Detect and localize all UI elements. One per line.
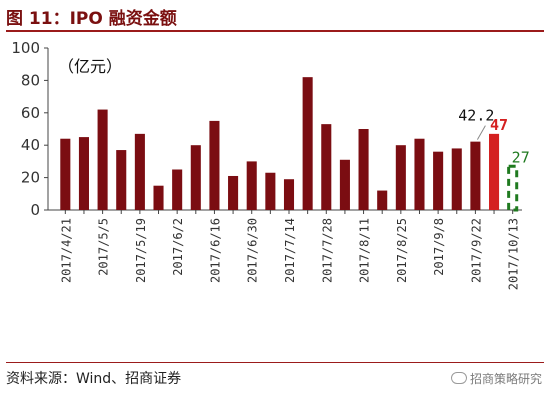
watermark: 招商策略研究: [450, 370, 542, 387]
x-tick-label: 2017/8/25: [395, 218, 409, 283]
y-tick-label: 60: [21, 104, 40, 122]
x-tick-label: 2017/6/2: [171, 218, 185, 276]
x-tick-label: 2017/7/28: [320, 218, 334, 283]
footer-divider: [6, 362, 544, 363]
x-tick-label: 2017/10/13: [507, 218, 521, 290]
bar: [302, 77, 313, 210]
y-tick-label: 40: [21, 136, 40, 154]
annotation-leader-line: [476, 125, 486, 140]
x-tick-label: 2017/6/16: [208, 218, 222, 283]
watermark-text: 招商策略研究: [469, 372, 542, 386]
y-tick-label: 80: [21, 71, 40, 89]
y-tick-label: 100: [11, 39, 40, 57]
source-note: 资料来源：Wind、招商证券: [6, 371, 182, 387]
bar: [433, 151, 444, 210]
x-tick-label: 2017/9/8: [432, 218, 446, 276]
x-tick-label: 2017/8/11: [358, 218, 372, 283]
bar: [246, 161, 257, 210]
bar: [60, 138, 71, 210]
x-tick-label: 2017/6/30: [246, 218, 260, 283]
bar: [377, 190, 388, 210]
y-tick-label: 0: [30, 201, 40, 219]
bar: [172, 169, 183, 210]
wechat-icon: [450, 372, 467, 384]
bar: [190, 145, 201, 210]
bar: [451, 148, 462, 210]
bar: [97, 109, 108, 210]
bar: [134, 133, 145, 210]
bar: [209, 120, 220, 210]
bar: [395, 145, 406, 210]
bar: [470, 141, 481, 210]
x-tick-label: 2017/5/19: [134, 218, 148, 283]
bar: [265, 172, 276, 210]
title-divider: [6, 30, 544, 32]
bar-pending: [507, 164, 519, 212]
bar: [153, 185, 164, 210]
x-tick-label: 2017/9/22: [469, 218, 483, 283]
x-tick-label: 2017/5/5: [97, 218, 111, 276]
x-tick-label: 2017/7/14: [283, 218, 297, 283]
bar: [116, 150, 127, 210]
bar: [78, 137, 89, 210]
y-unit-label: （亿元）: [58, 57, 122, 76]
pending-value-label: 27: [512, 148, 530, 166]
x-tick-label: 2017/4/21: [59, 218, 73, 283]
y-tick-label: 20: [21, 169, 40, 187]
bar: [283, 179, 295, 210]
highlight-value-label: 47: [490, 116, 508, 134]
bar: [358, 129, 369, 210]
bar: [414, 138, 425, 210]
bar: [339, 159, 350, 210]
ipo-bar-chart: 0 20 40 60 80 100 （亿元） 2017/4/21 2017/5/5 2017/5/…: [11, 39, 530, 290]
bar: [489, 133, 500, 210]
bar: [321, 124, 332, 210]
figure-title: 图 11：IPO 融资金额: [6, 9, 177, 29]
bar: [228, 175, 239, 210]
annotation-label: 42.2: [458, 107, 494, 125]
